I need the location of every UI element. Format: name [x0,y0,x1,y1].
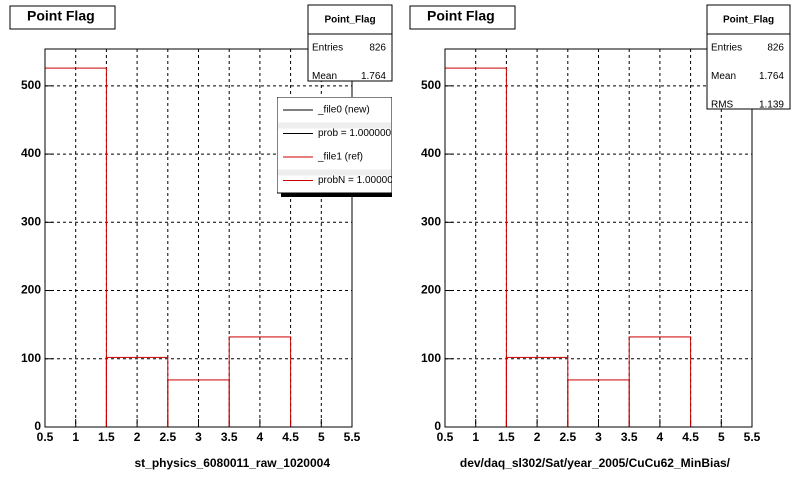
x-tick-label: 1.5 [98,430,115,444]
stats-box [307,4,393,82]
x-tick-label: 4.5 [282,430,299,444]
y-tick-label: 500 [421,78,441,92]
y-tick-label: 100 [421,351,441,365]
x-tick-label: 3.5 [221,430,238,444]
y-tick-label: 500 [21,78,41,92]
x-tick-label: 2.5 [559,430,576,444]
y-tick-label: 200 [21,283,41,297]
legend-label: _file0 (new) [317,105,370,116]
title-box [409,5,516,30]
x-tick-label: 4 [657,430,664,444]
x-tick-label: 2 [534,430,541,444]
y-tick-label: 0 [34,419,41,433]
y-tick-label: 0 [434,419,441,433]
x-tick-label: 4.5 [682,430,699,444]
stats-label: Entries [312,43,343,54]
x-tick-label: 5.5 [344,430,361,444]
x-tick-label: 1 [72,430,79,444]
stats-label: RMS [711,100,734,111]
y-tick-label: 100 [21,351,41,365]
stats-value: 826 [369,43,386,54]
chart-title: Point Flag [27,8,95,24]
plot-border [444,48,753,428]
x-tick-label: 3.5 [621,430,638,444]
legend: _file0 (new) prob = 1.000000 _file1 (ref) p… [277,97,393,197]
stats-value: 826 [767,43,784,54]
legend-label: _file1 (ref) [317,152,363,163]
x-tick-label: 2 [134,430,141,444]
legend-row-bg [278,169,391,176]
stats-label: Mean [312,71,337,82]
chart-title: Point Flag [427,8,495,24]
x-tick-label: 4 [257,430,264,444]
stats-label: Mean [711,71,736,82]
x-tick-label: 5.5 [744,430,761,444]
y-tick-label: 300 [421,214,441,228]
stats-title: Point_Flag [723,15,774,26]
x-tick-label: 0.5 [37,430,54,444]
x-tick-label: 1 [472,430,479,444]
y-tick-label: 400 [21,146,41,160]
stats-value: 1.764 [361,71,386,82]
stats-box [706,4,791,110]
x-axis-title: st_physics_6080011_raw_1020004 [134,456,330,470]
x-tick-label: 1.5 [498,430,515,444]
y-tick-label: 300 [21,214,41,228]
legend-box [277,97,392,194]
stats-label: Entries [711,43,742,54]
title-box [9,5,116,30]
legend-row-bg [278,122,391,129]
x-tick-label: 0.5 [437,430,454,444]
x-tick-label: 2.5 [159,430,176,444]
plot-border [44,48,353,428]
x-tick-label: 5 [318,430,325,444]
x-axis-title: dev/daq_sl302/Sat/year_2005/CuCu62_MinBi… [460,456,731,470]
y-tick-label: 200 [421,283,441,297]
legend-label: prob = 1.000000 [318,128,392,139]
legend-label: probN = 1.00000 [318,175,393,186]
x-tick-label: 3 [195,430,202,444]
stats-value: 1.764 [759,71,784,82]
stats-title: Point_Flag [324,15,375,26]
x-tick-label: 3 [595,430,602,444]
x-tick-label: 5 [718,430,725,444]
y-tick-label: 400 [421,146,441,160]
stats-value: 1.139 [759,100,784,111]
